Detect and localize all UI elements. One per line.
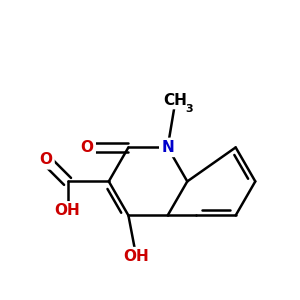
Text: O: O <box>40 152 52 167</box>
Text: OH: OH <box>123 249 149 264</box>
Text: O: O <box>81 140 94 155</box>
Text: CH: CH <box>164 93 188 108</box>
Text: 3: 3 <box>185 104 193 114</box>
Text: N: N <box>161 140 174 155</box>
Text: OH: OH <box>55 203 80 218</box>
